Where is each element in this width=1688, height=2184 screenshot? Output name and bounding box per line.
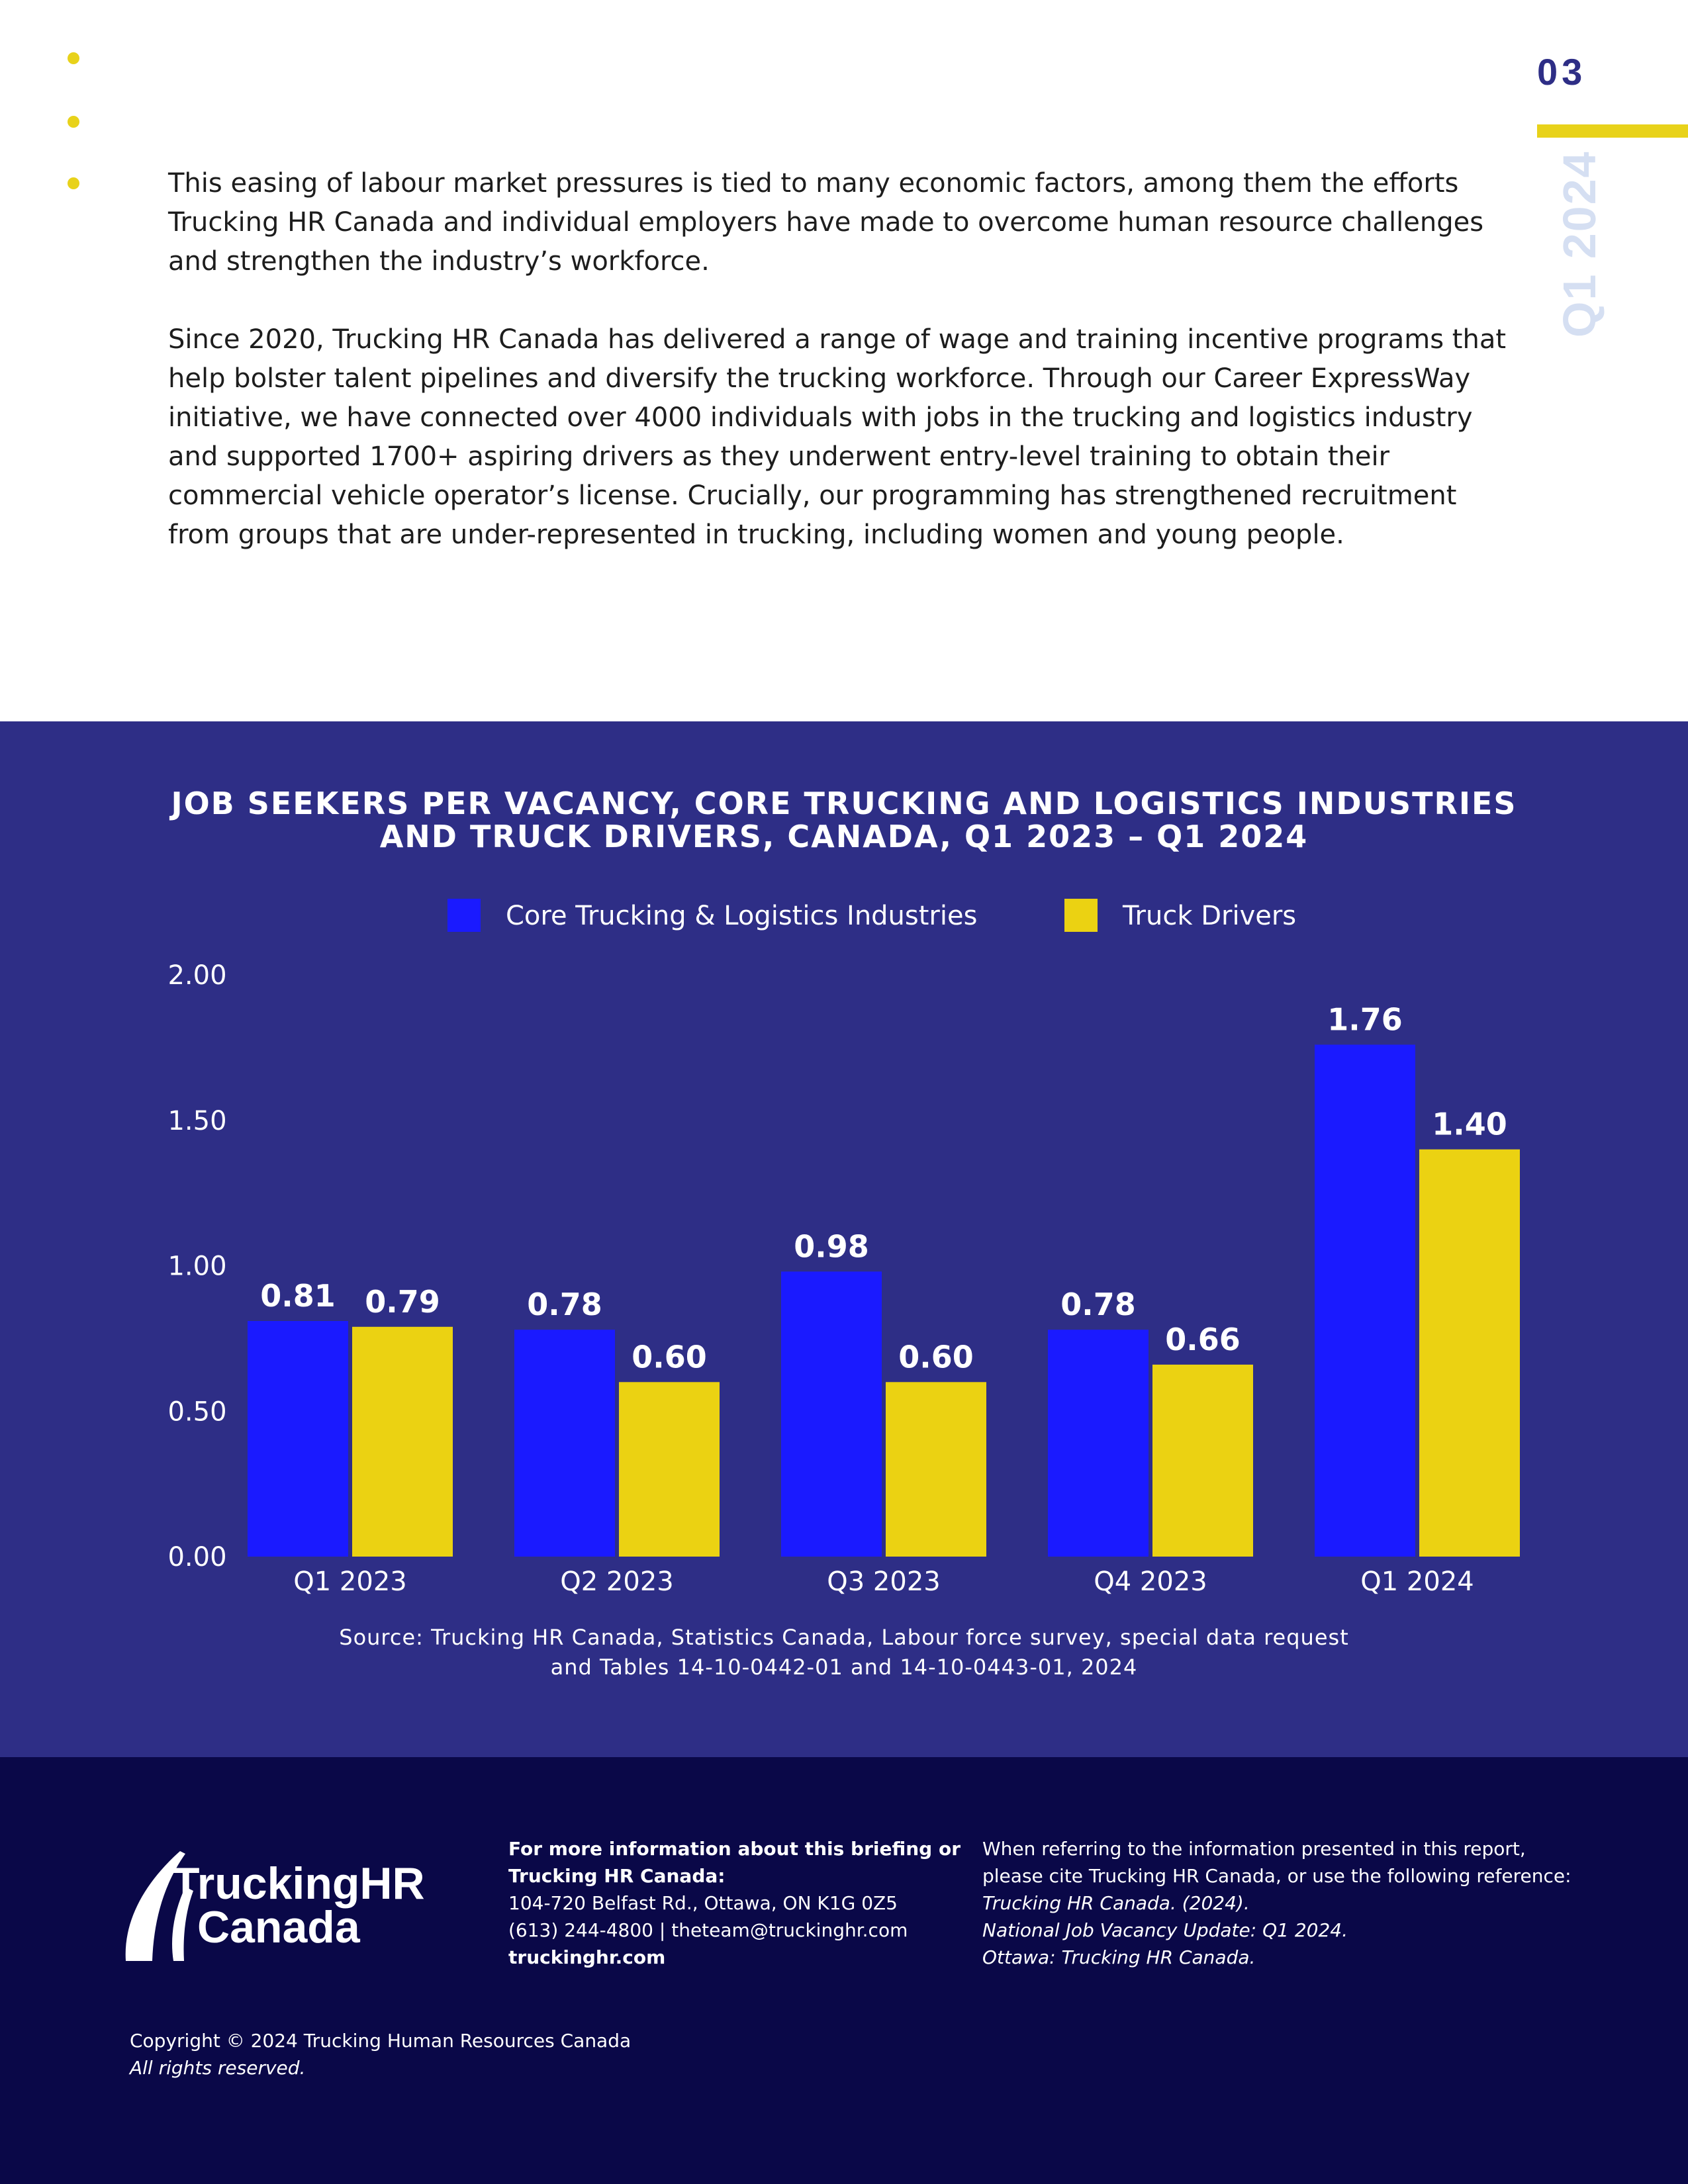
trucking-hr-logo: TruckingHR Canada <box>125 1851 425 1961</box>
x-tick-label: Q2 2023 <box>560 1567 673 1597</box>
logo-text: Canada <box>197 1902 361 1952</box>
bar-value-label: 0.81 <box>260 1278 336 1314</box>
bar-labels: 0.81 0.79 0.78 0.60 0.98 0.60 0.78 0.66 1.76 1.40 <box>260 1001 1507 1375</box>
bar <box>352 1326 453 1557</box>
decorative-dot <box>68 52 79 64</box>
y-tick-label: 0.50 <box>167 1396 226 1427</box>
copyright-text: Copyright © 2024 Trucking Human Resource… <box>130 2030 632 2052</box>
chart-section: JOB SEEKERS PER VACANCY, CORE TRUCKING A… <box>0 721 1688 1757</box>
bar-value-label: 0.60 <box>632 1339 707 1375</box>
y-tick-label: 2.00 <box>167 960 226 991</box>
citation-reference: Ottawa: Trucking HR Canada. <box>982 1946 1256 1968</box>
bar <box>781 1271 882 1557</box>
bars <box>248 1044 1520 1557</box>
bar-value-label: 0.79 <box>365 1284 440 1320</box>
legend-label: Core Trucking & Logistics Industries <box>506 901 977 931</box>
chart-source: Source: Trucking HR Canada, Statistics C… <box>339 1625 1348 1650</box>
bar-value-label: 0.98 <box>794 1228 869 1264</box>
footer: TruckingHR Canada For more information a… <box>0 1757 1688 2184</box>
legend-label: Truck Drivers <box>1122 901 1296 931</box>
website-link[interactable]: truckinghr.com <box>508 1946 666 1968</box>
bar-value-label: 0.66 <box>1165 1322 1241 1357</box>
bar <box>1048 1330 1149 1557</box>
contact-heading: Trucking HR Canada: <box>508 1865 726 1887</box>
x-tick-label: Q1 2023 <box>293 1567 406 1597</box>
legend-swatch <box>1064 899 1098 932</box>
rights-text: All rights reserved. <box>130 2057 306 2079</box>
citation-info: When referring to the information presen… <box>982 1835 1571 1971</box>
bar-chart: JOB SEEKERS PER VACANCY, CORE TRUCKING A… <box>167 786 1520 1680</box>
bar <box>1152 1364 1253 1557</box>
bar <box>1419 1149 1520 1557</box>
legend-swatch <box>447 899 481 932</box>
side-label: Q1 2024 <box>1554 150 1605 338</box>
page-number: 03 <box>1537 51 1587 93</box>
citation-reference: Trucking HR Canada. (2024). <box>982 1892 1250 1914</box>
citation-reference: National Job Vacancy Update: Q1 2024. <box>982 1919 1348 1941</box>
bar-value-label: 0.78 <box>1060 1287 1136 1322</box>
x-tick-label: Q3 2023 <box>827 1567 940 1597</box>
logo-text: TruckingHR <box>172 1858 425 1909</box>
decorative-dot <box>68 177 79 189</box>
y-tick-label: 0.00 <box>167 1542 226 1572</box>
chart-source: and Tables 14-10-0442-01 and 14-10-0443-… <box>551 1655 1138 1680</box>
y-tick-label: 1.50 <box>167 1106 226 1136</box>
logo-road-swoosh <box>125 1851 185 1961</box>
x-tick-label: Q4 2023 <box>1094 1567 1207 1597</box>
bar-value-label: 0.60 <box>898 1339 974 1375</box>
bar-value-label: 1.40 <box>1432 1107 1507 1142</box>
chart-legend: Core Trucking & Logistics Industries Tru… <box>447 899 1296 932</box>
phone-email[interactable]: (613) 244-4800 | theteam@truckinghr.com <box>508 1919 908 1941</box>
bar <box>1315 1044 1415 1557</box>
decorative-dot <box>68 116 79 128</box>
body-text: This easing of labour market pressures i… <box>168 164 1519 594</box>
bar-value-label: 0.78 <box>527 1287 602 1322</box>
bar <box>619 1382 720 1557</box>
bar <box>514 1330 615 1557</box>
chart-title: AND TRUCK DRIVERS, CANADA, Q1 2023 – Q1 … <box>380 819 1309 854</box>
contact-info: For more information about this briefing… <box>508 1835 961 1971</box>
address: 104-720 Belfast Rd., Ottawa, ON K1G 0Z5 <box>508 1892 898 1914</box>
bar <box>248 1321 348 1557</box>
copyright: Copyright © 2024 Trucking Human Resource… <box>130 2027 631 2081</box>
citation-intro: When referring to the information presen… <box>982 1838 1526 1860</box>
bar <box>886 1382 986 1557</box>
paragraph: Since 2020, Trucking HR Canada has deliv… <box>168 324 1507 550</box>
x-tick-label: Q1 2024 <box>1360 1567 1474 1597</box>
y-tick-label: 1.00 <box>167 1251 226 1282</box>
accent-bar <box>1537 124 1688 138</box>
paragraph: This easing of labour market pressures i… <box>168 168 1484 277</box>
citation-intro: please cite Trucking HR Canada, or use t… <box>982 1865 1571 1887</box>
bar-value-label: 1.76 <box>1327 1001 1403 1037</box>
y-axis: 0.00 0.50 1.00 1.50 2.00 <box>167 960 226 1572</box>
x-axis: Q1 2023 Q2 2023 Q3 2023 Q4 2023 Q1 2024 <box>293 1567 1474 1597</box>
chart-title: JOB SEEKERS PER VACANCY, CORE TRUCKING A… <box>169 786 1517 821</box>
contact-heading: For more information about this briefing… <box>508 1838 961 1860</box>
logo-road-swoosh <box>172 1887 193 1961</box>
